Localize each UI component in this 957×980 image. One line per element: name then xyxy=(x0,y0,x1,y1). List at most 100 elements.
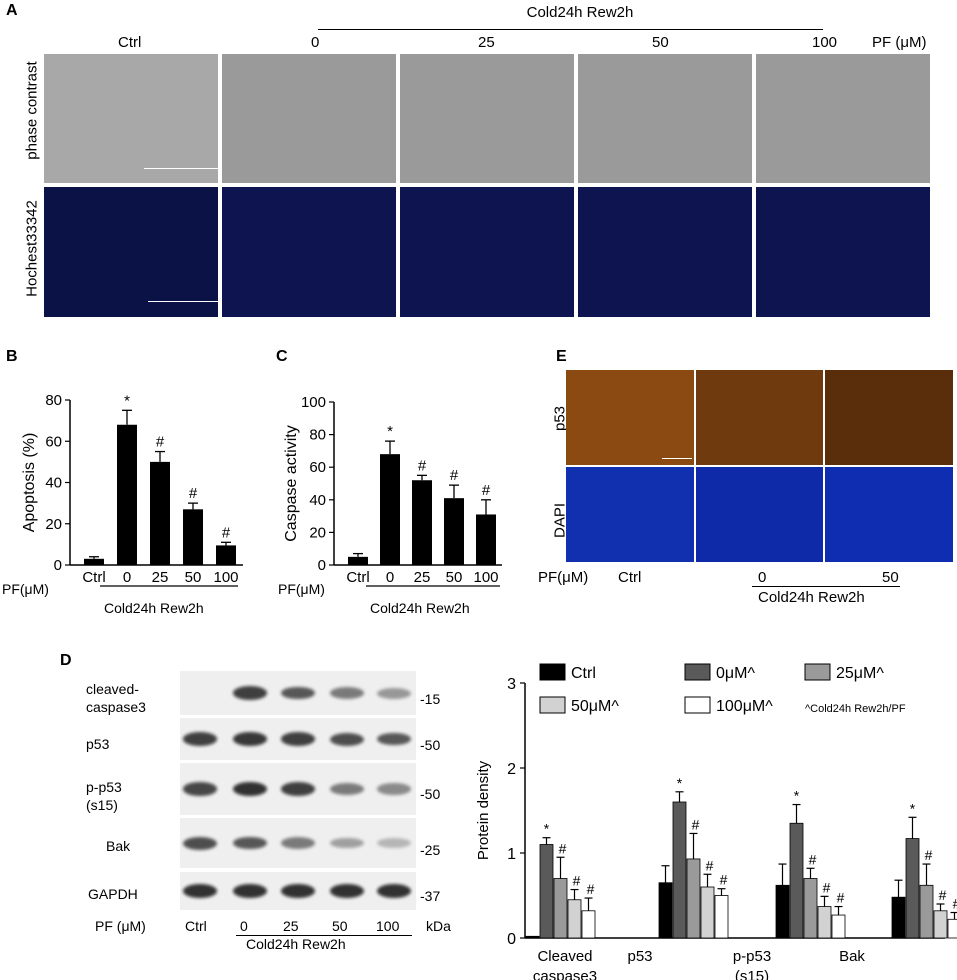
panel-a-pf-label: PF (μM) xyxy=(872,34,927,51)
significance-mark: # xyxy=(482,482,491,499)
legend-swatch xyxy=(684,696,711,714)
panel-a-col-25: 25 xyxy=(478,34,495,51)
bar-p53-Ctrl xyxy=(658,882,673,939)
blot-band xyxy=(233,686,267,700)
bar-Ctrl xyxy=(348,556,368,565)
panel-c-letter: C xyxy=(276,348,288,365)
phase-image-0 xyxy=(222,54,396,183)
significance-mark: # xyxy=(720,872,728,888)
bar-p-p53 (s15)-50μM^ xyxy=(817,906,832,939)
blot-label-cleaved-caspase3: cleaved-caspase3 xyxy=(86,681,146,715)
x-tick-label: 50 xyxy=(185,569,202,586)
y-axis-label: Apoptosis (%) xyxy=(21,433,38,533)
blot-band xyxy=(183,884,217,898)
significance-mark: # xyxy=(587,881,595,897)
panel-e-col-ctrl: Ctrl xyxy=(618,569,642,586)
bar-100 xyxy=(216,545,236,565)
bar-p-p53 (s15)-0μM^ xyxy=(789,822,804,939)
blot-band xyxy=(233,732,267,746)
blot-lane-25: 25 xyxy=(283,918,299,934)
legend-swatch xyxy=(684,663,711,681)
blot-marker-50a: -50 xyxy=(420,737,441,753)
significance-mark: # xyxy=(189,485,198,502)
x-tick-label: 100 xyxy=(213,569,238,586)
phase-image-ctrl xyxy=(44,54,218,183)
hoechst-image-ctrl xyxy=(44,187,218,317)
blot-label-p53: p53 xyxy=(86,736,110,752)
significance-mark: # xyxy=(706,857,714,873)
panel-e-col-0: 0 xyxy=(758,569,767,586)
blot-band xyxy=(183,732,217,746)
blot-band xyxy=(330,732,364,746)
blot-band xyxy=(330,837,364,849)
y-tick-label: 20 xyxy=(309,524,326,541)
blot-label-bak: Bak xyxy=(106,838,131,854)
y-tick-label: 0 xyxy=(507,931,516,948)
bar-Bak-25μM^ xyxy=(919,884,934,939)
blot-marker-50b: -50 xyxy=(420,786,441,802)
hoechst-image-100 xyxy=(756,187,930,317)
blot-band xyxy=(233,782,267,796)
legend-label: 0μM^ xyxy=(716,665,755,682)
x-tick-label: Ctrl xyxy=(82,569,105,586)
bar-50 xyxy=(444,498,464,565)
x-tick-label: 0 xyxy=(123,569,131,586)
bar-Bak-0μM^ xyxy=(905,838,920,939)
significance-mark: # xyxy=(222,524,231,541)
bar-0 xyxy=(117,424,137,565)
blot-band xyxy=(330,783,364,795)
panel-e-col-50: 50 xyxy=(882,569,899,586)
blot-band xyxy=(377,687,411,699)
blot-band xyxy=(377,837,411,849)
significance-mark: * xyxy=(677,775,683,791)
panel-a-col-0: 0 xyxy=(311,34,320,51)
panel-c-pf-label: PF(μM) xyxy=(278,581,325,597)
significance-mark: # xyxy=(573,873,581,889)
blot-band xyxy=(281,837,315,849)
y-tick-label: 60 xyxy=(45,433,62,450)
y-tick-label: 2 xyxy=(507,761,516,778)
dapi-image-0 xyxy=(696,467,823,562)
panel-e-group-line xyxy=(752,586,900,587)
panel-e-pf-label: PF(μM) xyxy=(538,569,589,586)
blot-label-p-p53: p-p53 (s15) xyxy=(86,779,122,813)
panel-a-group-line xyxy=(318,29,823,30)
blot-label-gapdh: GAPDH xyxy=(88,886,138,902)
bar-100 xyxy=(476,514,496,565)
blot-band xyxy=(183,836,217,850)
hoechst-image-0 xyxy=(222,187,396,317)
panel-b-pf-label: PF(μM) xyxy=(2,581,49,597)
blot-kda-label: kDa xyxy=(426,918,451,934)
y-tick-label: 0 xyxy=(318,557,326,574)
significance-mark: # xyxy=(953,896,957,912)
bar-Ctrl xyxy=(84,558,104,565)
phase-image-25 xyxy=(400,54,574,183)
panel-e-letter: E xyxy=(556,348,567,365)
significance-mark: # xyxy=(809,851,817,867)
panel-a-group-header: Cold24h Rew2h xyxy=(526,4,634,21)
significance-mark: # xyxy=(939,887,947,903)
blot-band xyxy=(377,884,411,898)
y-tick-label: 80 xyxy=(45,392,62,409)
y-tick-label: 0 xyxy=(54,557,62,574)
y-tick-label: 60 xyxy=(309,459,326,476)
bar-p53-25μM^ xyxy=(686,858,701,939)
blot-band xyxy=(183,782,217,796)
hoechst-image-50 xyxy=(578,187,752,317)
dapi-image-ctrl xyxy=(566,467,694,562)
significance-mark: # xyxy=(156,434,165,451)
x-tick-label: 50 xyxy=(446,569,463,586)
legend-swatch xyxy=(539,696,566,714)
bar-p53-100μM^ xyxy=(714,895,729,939)
significance-mark: * xyxy=(124,392,130,409)
panel-a-col-ctrl: Ctrl xyxy=(118,34,142,51)
significance-mark: * xyxy=(794,788,800,804)
x-category-label: p-p53 xyxy=(733,948,771,965)
bar-50 xyxy=(183,509,203,565)
blot-band xyxy=(281,782,315,796)
bar-Cleaved caspase3-0μM^ xyxy=(539,844,554,939)
bar-Bak-50μM^ xyxy=(933,910,948,939)
protein-density-chart: 0 1 2 3 Protein density * # # # Cleaved caspase3 * #… xyxy=(475,663,957,980)
p53-image-50 xyxy=(825,370,953,465)
